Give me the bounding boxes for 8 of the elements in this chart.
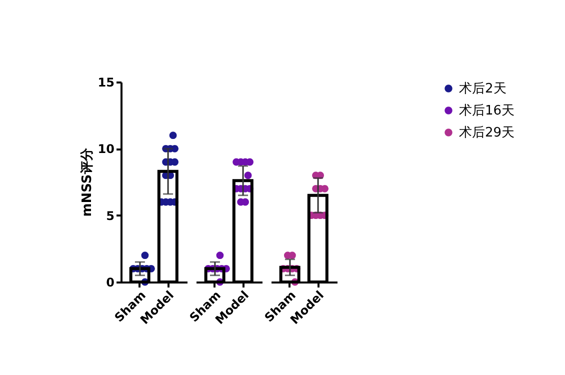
legend-label: 术后29天: [459, 126, 515, 140]
legend-label: 术后2天: [459, 82, 506, 96]
y-tick-label: 0: [106, 276, 114, 290]
legend-label: 术后16天: [459, 104, 515, 118]
y-tick-label: 10: [98, 142, 114, 156]
y-tick-label: 5: [106, 208, 114, 223]
y-axis-title: mNSS评分: [80, 147, 95, 217]
y-tick-label: 15: [98, 76, 114, 90]
